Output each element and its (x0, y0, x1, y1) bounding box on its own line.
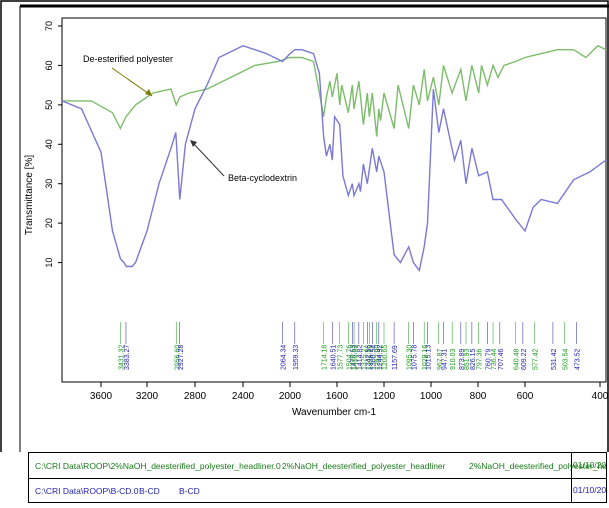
x-tick-label: 1200 (373, 391, 396, 402)
y-axis-label: Transmittance [%] (24, 155, 35, 235)
peak-label: 2064.34 (280, 345, 287, 370)
x-tick-label: 3200 (136, 391, 159, 402)
peak-label: 1244.92 (377, 345, 384, 370)
peak-label: 736.44 (491, 348, 498, 370)
peak-label: 1714.18 (322, 345, 329, 370)
peak-label: 1640.51 (330, 345, 337, 370)
x-tick-label: 2400 (232, 391, 255, 402)
plot-area (61, 17, 607, 383)
peak-label: 577.42 (532, 348, 539, 370)
peak-label: 1075.78 (411, 345, 418, 370)
peak-label: 1375.27 (361, 345, 368, 370)
peak-label: 1095.30 (407, 345, 414, 370)
legend-table: C:\CRI Data\ROOP\2%NaOH_deesterified_pol… (28, 452, 607, 503)
x-tick-label: 400 (592, 391, 609, 402)
series-line (61, 44, 607, 273)
legend-sample-name: 2%NaOH_deesterified_polyester_headliner (282, 461, 446, 471)
annotation-polyester: De-esterified polyester (83, 54, 173, 64)
peak-label: 1262.90 (375, 345, 382, 370)
legend-date: 01/10/2016 (571, 453, 606, 478)
annotation-arrowhead (145, 89, 152, 96)
annotation-arrow (191, 141, 225, 177)
peak-label: 1455.63 (352, 345, 359, 370)
peak-label: 910.03 (450, 348, 457, 370)
legend-sample-name: B-CD (139, 486, 160, 496)
legend-date: 01/10/2016 (571, 478, 606, 503)
peak-label: 1959.33 (293, 345, 300, 370)
y-tick-label: 30 (44, 179, 54, 189)
peak-label: 947.31 (441, 348, 448, 370)
legend-path: C:\CRI Data\ROOP\2%NaOH_deesterified_pol… (35, 461, 281, 471)
peak-label: 760.79 (485, 348, 492, 370)
x-tick-label: 800 (470, 391, 487, 402)
peak-label: 1325.18 (367, 345, 374, 370)
peak-label: 826.15 (470, 348, 477, 370)
peak-label: 3431.32 (118, 345, 125, 370)
peak-label: 1200.65 (382, 345, 389, 370)
y-tick-label: 70 (44, 21, 54, 31)
peak-label: 873.89 (459, 348, 466, 370)
peak-label: 1157.69 (392, 345, 399, 370)
peak-label: 1470.53 (350, 345, 357, 370)
y-tick-label: 10 (44, 258, 54, 268)
legend-path: C:\CRI Data\ROOP\B-CD.0 (35, 486, 139, 496)
x-tick-label: 1600 (326, 391, 349, 402)
legend-row-bcd: C:\CRI Data\ROOP\B-CD.0 B-CD B-CD 01/10/… (29, 478, 606, 503)
peak-label: 851.93 (464, 348, 471, 370)
peak-label: 1342.56 (365, 345, 372, 370)
peak-label: 609.22 (521, 348, 528, 370)
peak-label: 967.87 (437, 348, 444, 370)
legend-sample-desc: 2%NaOH_deesterified_polyester_headliner (469, 461, 606, 471)
peak-label: 503.54 (562, 348, 569, 370)
peak-label: 797.36 (477, 348, 484, 370)
peak-label: 1300.54 (370, 345, 377, 370)
peak-label: 473.52 (574, 348, 581, 370)
x-tick-label: 3600 (90, 391, 113, 402)
x-tick-label: 1000 (420, 391, 443, 402)
legend-sample-desc: B-CD (179, 486, 200, 496)
peak-label: 1577.73 (338, 345, 345, 370)
y-tick-label: 40 (44, 139, 54, 149)
outer-frame (0, 0, 609, 452)
peak-label: 3383.27 (124, 345, 131, 370)
y-tick-label: 50 (44, 100, 54, 110)
peak-label: 1504.76 (346, 345, 353, 370)
peak-label: 2956.60 (174, 345, 181, 370)
legend-row-polyester: C:\CRI Data\ROOP\2%NaOH_deesterified_pol… (29, 453, 606, 479)
annotation-arrowhead (190, 140, 197, 147)
annotation-arrow (111, 67, 153, 97)
x-tick-label: 2800 (184, 391, 207, 402)
y-tick-label: 60 (44, 60, 54, 70)
x-tick-label: 600 (517, 391, 534, 402)
peak-label: 1015.13 (425, 345, 432, 370)
peak-label: 531.42 (551, 348, 558, 370)
peak-label: 1029.16 (422, 345, 429, 370)
x-tick-label: 2000 (279, 391, 302, 402)
peak-label: 640.48 (514, 348, 521, 370)
peak-label: 1414.82 (357, 345, 364, 370)
ftir-chart: 10 20 30 40 50 60 70 Transmittance [%] 3600 3200 2… (0, 0, 609, 452)
annotation-bcd: Beta-cyclodextrin (228, 173, 297, 183)
peak-label: 707.46 (498, 348, 505, 370)
x-axis-label: Wavenumber cm-1 (292, 407, 377, 418)
y-tick-label: 20 (44, 218, 54, 228)
peak-label: 2927.28 (178, 345, 185, 370)
